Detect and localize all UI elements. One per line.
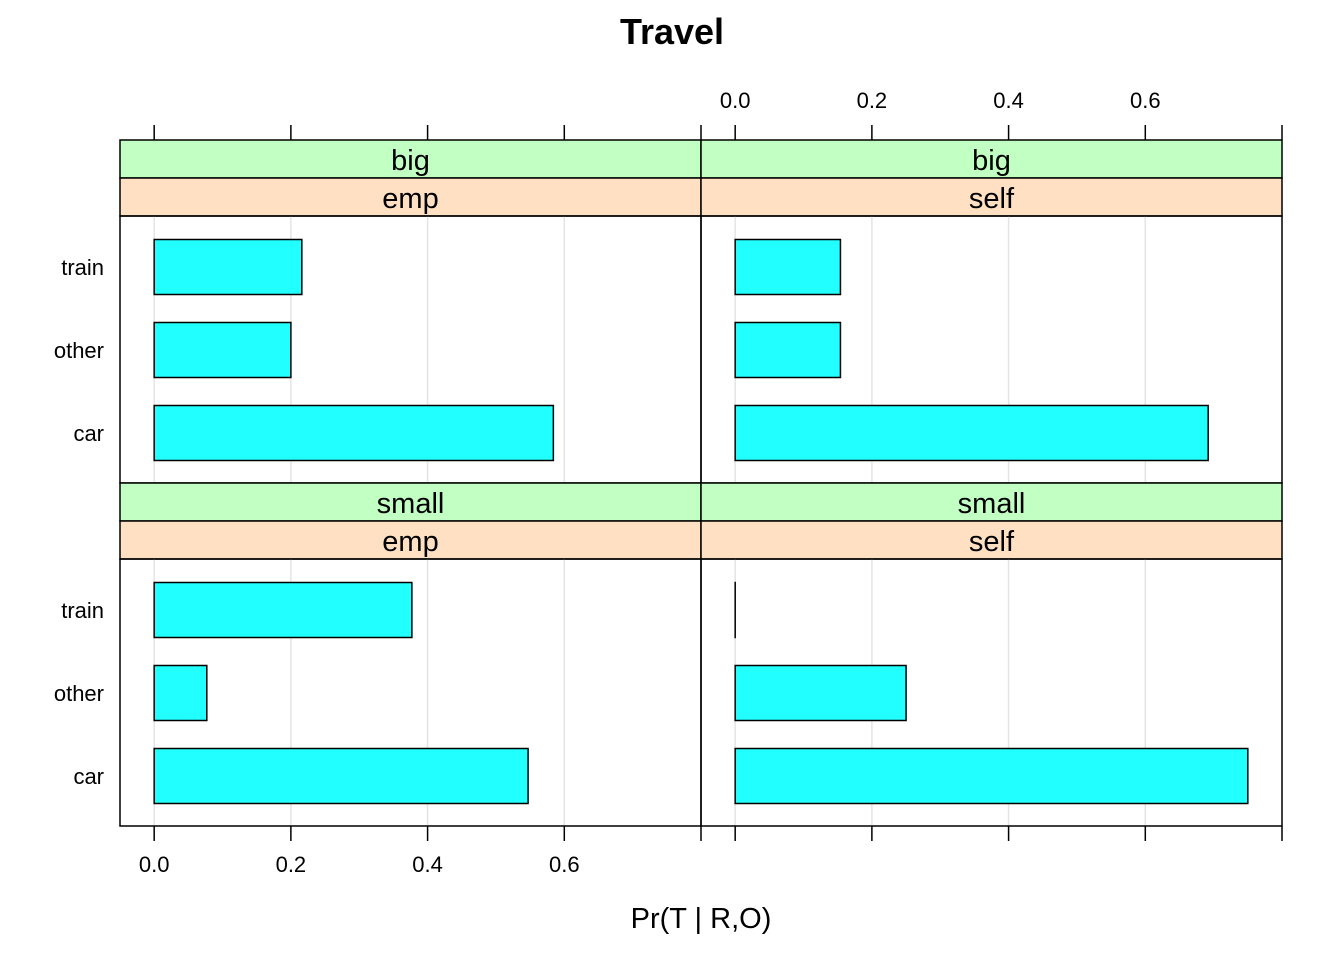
strip-outer bbox=[700, 482, 1283, 522]
strip-outer-label: small bbox=[958, 488, 1026, 520]
y-tick-label: other bbox=[54, 681, 104, 706]
bar-car bbox=[153, 747, 529, 805]
panel-big-self: big self bbox=[700, 139, 1283, 484]
bar-car bbox=[734, 404, 1209, 462]
x-tick-label-bottom: 0.2 bbox=[276, 852, 307, 877]
panel-border bbox=[700, 558, 1283, 827]
strip-outer-label: big bbox=[972, 145, 1011, 177]
y-tick-label: car bbox=[73, 764, 104, 789]
strip-inner bbox=[700, 177, 1283, 217]
x-tick-label-bottom: 0.4 bbox=[412, 852, 443, 877]
x-tick-label-top: 0.6 bbox=[1130, 88, 1161, 113]
strip-inner-label: self bbox=[969, 526, 1015, 558]
x-tick-label-top: 0.4 bbox=[993, 88, 1024, 113]
bar-other bbox=[734, 321, 842, 379]
x-tick-label-top: 0.2 bbox=[857, 88, 888, 113]
y-tick-label: other bbox=[54, 338, 104, 363]
bar-other bbox=[153, 664, 208, 722]
y-tick-label: train bbox=[61, 255, 104, 280]
bar-other bbox=[734, 664, 907, 722]
x-tick-label-bottom: 0.0 bbox=[139, 852, 170, 877]
strip-outer-label: small bbox=[377, 488, 445, 520]
bar-other bbox=[153, 321, 292, 379]
x-tick-label-bottom: 0.6 bbox=[549, 852, 580, 877]
x-axis-label: Pr(T | R,O) bbox=[631, 903, 772, 935]
panel-small-emp: small emp train other car bbox=[54, 482, 702, 827]
bar-train bbox=[153, 581, 413, 639]
x-axis-col-1: 0.0 0.2 0.4 0.6 bbox=[139, 125, 702, 877]
strip-outer-label: big bbox=[391, 145, 430, 177]
strip-outer bbox=[119, 139, 702, 179]
strip-inner bbox=[119, 177, 702, 217]
y-tick-label: train bbox=[61, 598, 104, 623]
bar-car bbox=[153, 404, 555, 462]
strip-inner-label: emp bbox=[382, 183, 438, 215]
y-tick-label: car bbox=[73, 421, 104, 446]
strip-outer bbox=[700, 139, 1283, 179]
bar-car bbox=[734, 747, 1249, 805]
strip-inner-label: self bbox=[969, 183, 1015, 215]
x-axis-col-2: 0.0 0.2 0.4 0.6 bbox=[720, 88, 1283, 841]
bar-train bbox=[734, 238, 842, 296]
x-tick-label-top: 0.0 bbox=[720, 88, 751, 113]
panel-small-self: small self bbox=[700, 482, 1283, 827]
chart-title: Travel bbox=[620, 11, 724, 52]
bar-train bbox=[153, 238, 303, 296]
panel-big-emp: big emp train other car bbox=[54, 139, 702, 484]
strip-outer bbox=[119, 482, 702, 522]
strip-inner-label: emp bbox=[382, 526, 438, 558]
